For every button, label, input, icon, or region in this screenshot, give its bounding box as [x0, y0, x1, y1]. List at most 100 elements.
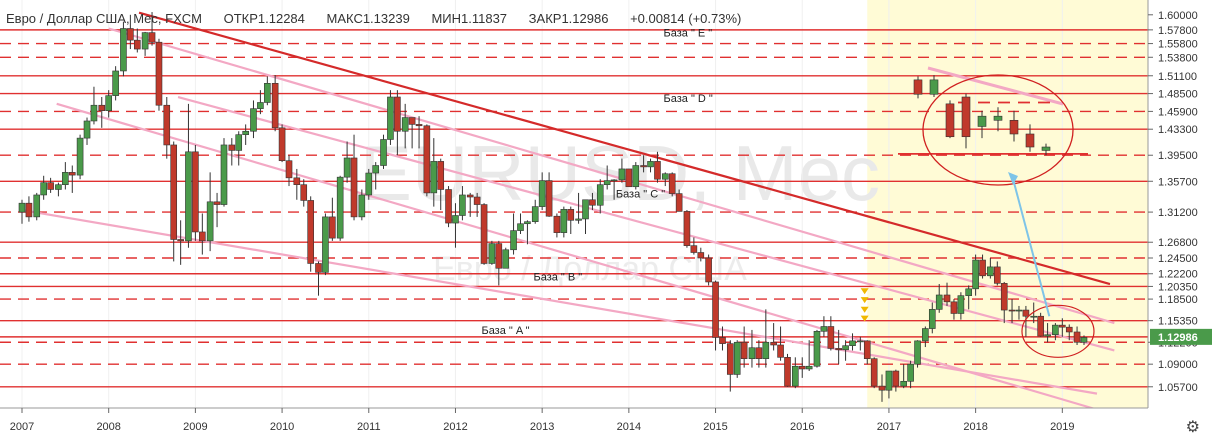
candle	[127, 14, 134, 50]
candle-body	[408, 117, 416, 125]
candle-body	[770, 341, 777, 346]
gear-icon[interactable]: ⚙	[1185, 419, 1200, 436]
candle-body	[495, 243, 503, 269]
candle-body	[1000, 283, 1008, 311]
candle	[690, 237, 698, 255]
candle-body	[900, 380, 907, 387]
candle	[567, 206, 575, 235]
symbol-title: Евро / Доллар США, Мес, FXCM	[6, 11, 202, 26]
candle-body	[278, 127, 286, 162]
candle	[488, 240, 496, 265]
candle	[394, 90, 401, 156]
candle-body	[553, 215, 561, 233]
candle-body	[705, 257, 712, 283]
candle	[705, 254, 712, 286]
candle	[199, 213, 206, 255]
inset-candle-body	[961, 96, 971, 138]
candle-body	[798, 365, 806, 370]
candle	[235, 131, 243, 166]
candle-body	[538, 180, 546, 207]
candle	[358, 189, 366, 221]
candle	[343, 141, 351, 183]
candle-body	[878, 385, 886, 391]
candle	[748, 329, 756, 368]
y-tick-label: 1.24500	[1158, 253, 1198, 265]
candle-body	[329, 216, 336, 239]
highlight-region	[867, 0, 1148, 408]
y-tick-label: 1.57800	[1158, 25, 1198, 37]
candle	[647, 158, 654, 173]
candle-body	[18, 202, 26, 213]
candle-body	[957, 295, 965, 314]
candle	[47, 177, 54, 193]
candle-body	[148, 32, 156, 43]
candle-body	[805, 365, 813, 370]
candle-body	[1008, 309, 1016, 312]
candle	[524, 220, 531, 245]
candle-body	[40, 182, 47, 196]
candle	[55, 182, 62, 197]
marker-triangle	[860, 315, 869, 322]
x-tick-label: 2013	[530, 421, 554, 433]
candle	[177, 220, 184, 265]
candle	[1037, 312, 1044, 337]
candle	[1044, 323, 1051, 343]
candle-body	[1080, 337, 1088, 343]
candle	[278, 124, 286, 163]
inset-candle	[1025, 124, 1035, 152]
candle-body	[762, 341, 770, 359]
candle-body	[993, 266, 1001, 284]
candle-body	[719, 337, 726, 344]
candle-body	[105, 95, 112, 112]
candle-body	[68, 172, 76, 176]
candle	[892, 369, 900, 392]
inset-candle	[993, 107, 1003, 132]
candle	[827, 316, 835, 351]
candle	[957, 292, 965, 320]
candle	[632, 162, 640, 190]
candle	[134, 28, 141, 53]
candle	[972, 254, 979, 296]
candle	[1065, 324, 1073, 341]
candle	[740, 326, 748, 368]
candle	[993, 261, 1001, 286]
candle-body	[90, 104, 98, 122]
candle	[792, 357, 799, 389]
high-value: МАКС1.13239	[326, 11, 410, 26]
inset-candle	[945, 100, 955, 139]
candle	[466, 192, 474, 217]
inset-candle	[977, 110, 987, 139]
candle-body	[625, 168, 633, 188]
candle-body	[733, 341, 741, 375]
candle-body	[192, 151, 199, 233]
candle	[148, 12, 156, 46]
y-tick-label: 1.39500	[1158, 150, 1198, 162]
candle-body	[83, 120, 91, 139]
candle-body	[979, 259, 986, 277]
candle-body	[220, 144, 228, 205]
candle-body	[1044, 334, 1051, 337]
x-tick-label: 2007	[10, 421, 34, 433]
candle-body	[640, 165, 647, 168]
candle-body	[1030, 315, 1038, 318]
candle	[582, 199, 589, 235]
candle	[943, 282, 951, 306]
channel-line	[108, 27, 1115, 325]
candle	[885, 370, 893, 399]
candle-body	[315, 263, 322, 273]
candle	[683, 210, 691, 248]
candle-body	[163, 104, 171, 146]
y-tick-label: 1.60000	[1158, 10, 1198, 22]
candle-body	[777, 344, 784, 358]
y-tick-label: 1.20350	[1158, 281, 1198, 293]
candle	[76, 134, 84, 180]
candle-body	[322, 216, 329, 273]
candle-body	[748, 347, 756, 359]
candle-body	[965, 288, 972, 296]
candle	[452, 203, 459, 248]
candle	[220, 138, 228, 207]
candle	[336, 175, 344, 241]
candle-body	[250, 108, 257, 132]
candle-body	[668, 173, 676, 194]
